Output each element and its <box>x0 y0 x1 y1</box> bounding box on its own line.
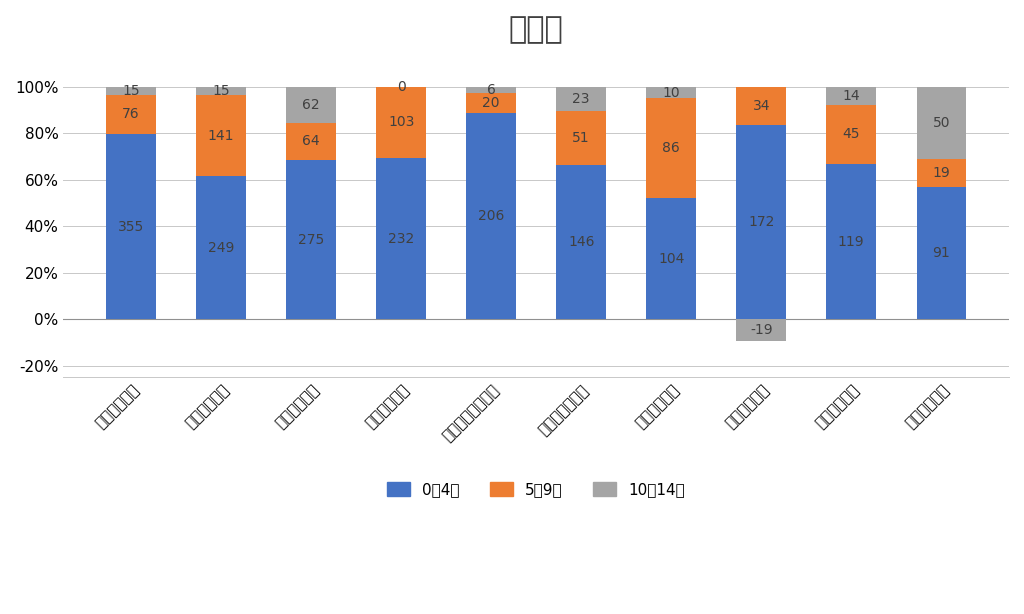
Bar <box>466 93 516 113</box>
Text: 86: 86 <box>663 141 680 155</box>
Bar <box>736 125 786 319</box>
Bar <box>646 87 696 98</box>
Text: 6: 6 <box>486 83 496 97</box>
Bar <box>646 98 696 198</box>
Text: 76: 76 <box>122 107 140 122</box>
Bar <box>736 319 786 341</box>
Text: 232: 232 <box>388 231 415 246</box>
Bar <box>556 87 606 111</box>
Bar <box>287 123 336 160</box>
Bar <box>736 87 786 125</box>
Text: 23: 23 <box>572 92 590 106</box>
Bar <box>197 87 246 95</box>
Text: 20: 20 <box>482 96 500 110</box>
Text: 64: 64 <box>302 134 319 148</box>
Text: 119: 119 <box>838 235 864 249</box>
Bar <box>916 187 966 319</box>
Bar <box>916 87 966 160</box>
Text: 62: 62 <box>302 98 319 112</box>
Text: 19: 19 <box>933 166 950 180</box>
Text: 355: 355 <box>118 220 144 234</box>
Bar <box>377 158 426 319</box>
Text: 103: 103 <box>388 115 415 130</box>
Text: 91: 91 <box>933 246 950 260</box>
Text: 146: 146 <box>568 235 595 249</box>
Text: 141: 141 <box>208 129 234 143</box>
Bar <box>556 111 606 165</box>
Text: 50: 50 <box>933 116 950 130</box>
Bar <box>826 87 876 105</box>
Bar <box>556 165 606 319</box>
Bar <box>377 87 426 158</box>
Bar <box>466 87 516 93</box>
Text: 34: 34 <box>753 99 770 113</box>
Title: 関西圈: 関西圈 <box>509 15 563 44</box>
Text: 15: 15 <box>212 84 230 98</box>
Bar <box>106 87 156 95</box>
Bar <box>106 95 156 134</box>
Bar <box>646 198 696 319</box>
Text: 15: 15 <box>122 84 140 98</box>
Text: 275: 275 <box>298 233 325 246</box>
Text: 14: 14 <box>843 89 860 103</box>
Text: 172: 172 <box>749 215 774 229</box>
Text: 249: 249 <box>208 241 234 255</box>
Text: 104: 104 <box>658 252 684 266</box>
Bar <box>287 160 336 319</box>
Text: 206: 206 <box>478 209 505 223</box>
Text: 0: 0 <box>396 80 406 94</box>
Bar <box>916 160 966 187</box>
Bar <box>197 95 246 176</box>
Bar <box>826 105 876 164</box>
Text: 10: 10 <box>663 85 680 99</box>
Bar <box>197 176 246 319</box>
Legend: 0～4歳, 5～9歳, 10～14歳: 0～4歳, 5～9歳, 10～14歳 <box>381 476 691 503</box>
Text: 51: 51 <box>572 131 590 145</box>
Bar <box>826 164 876 319</box>
Bar <box>287 87 336 123</box>
Text: -19: -19 <box>750 323 772 337</box>
Text: 45: 45 <box>843 128 860 141</box>
Bar <box>466 113 516 319</box>
Bar <box>106 134 156 319</box>
